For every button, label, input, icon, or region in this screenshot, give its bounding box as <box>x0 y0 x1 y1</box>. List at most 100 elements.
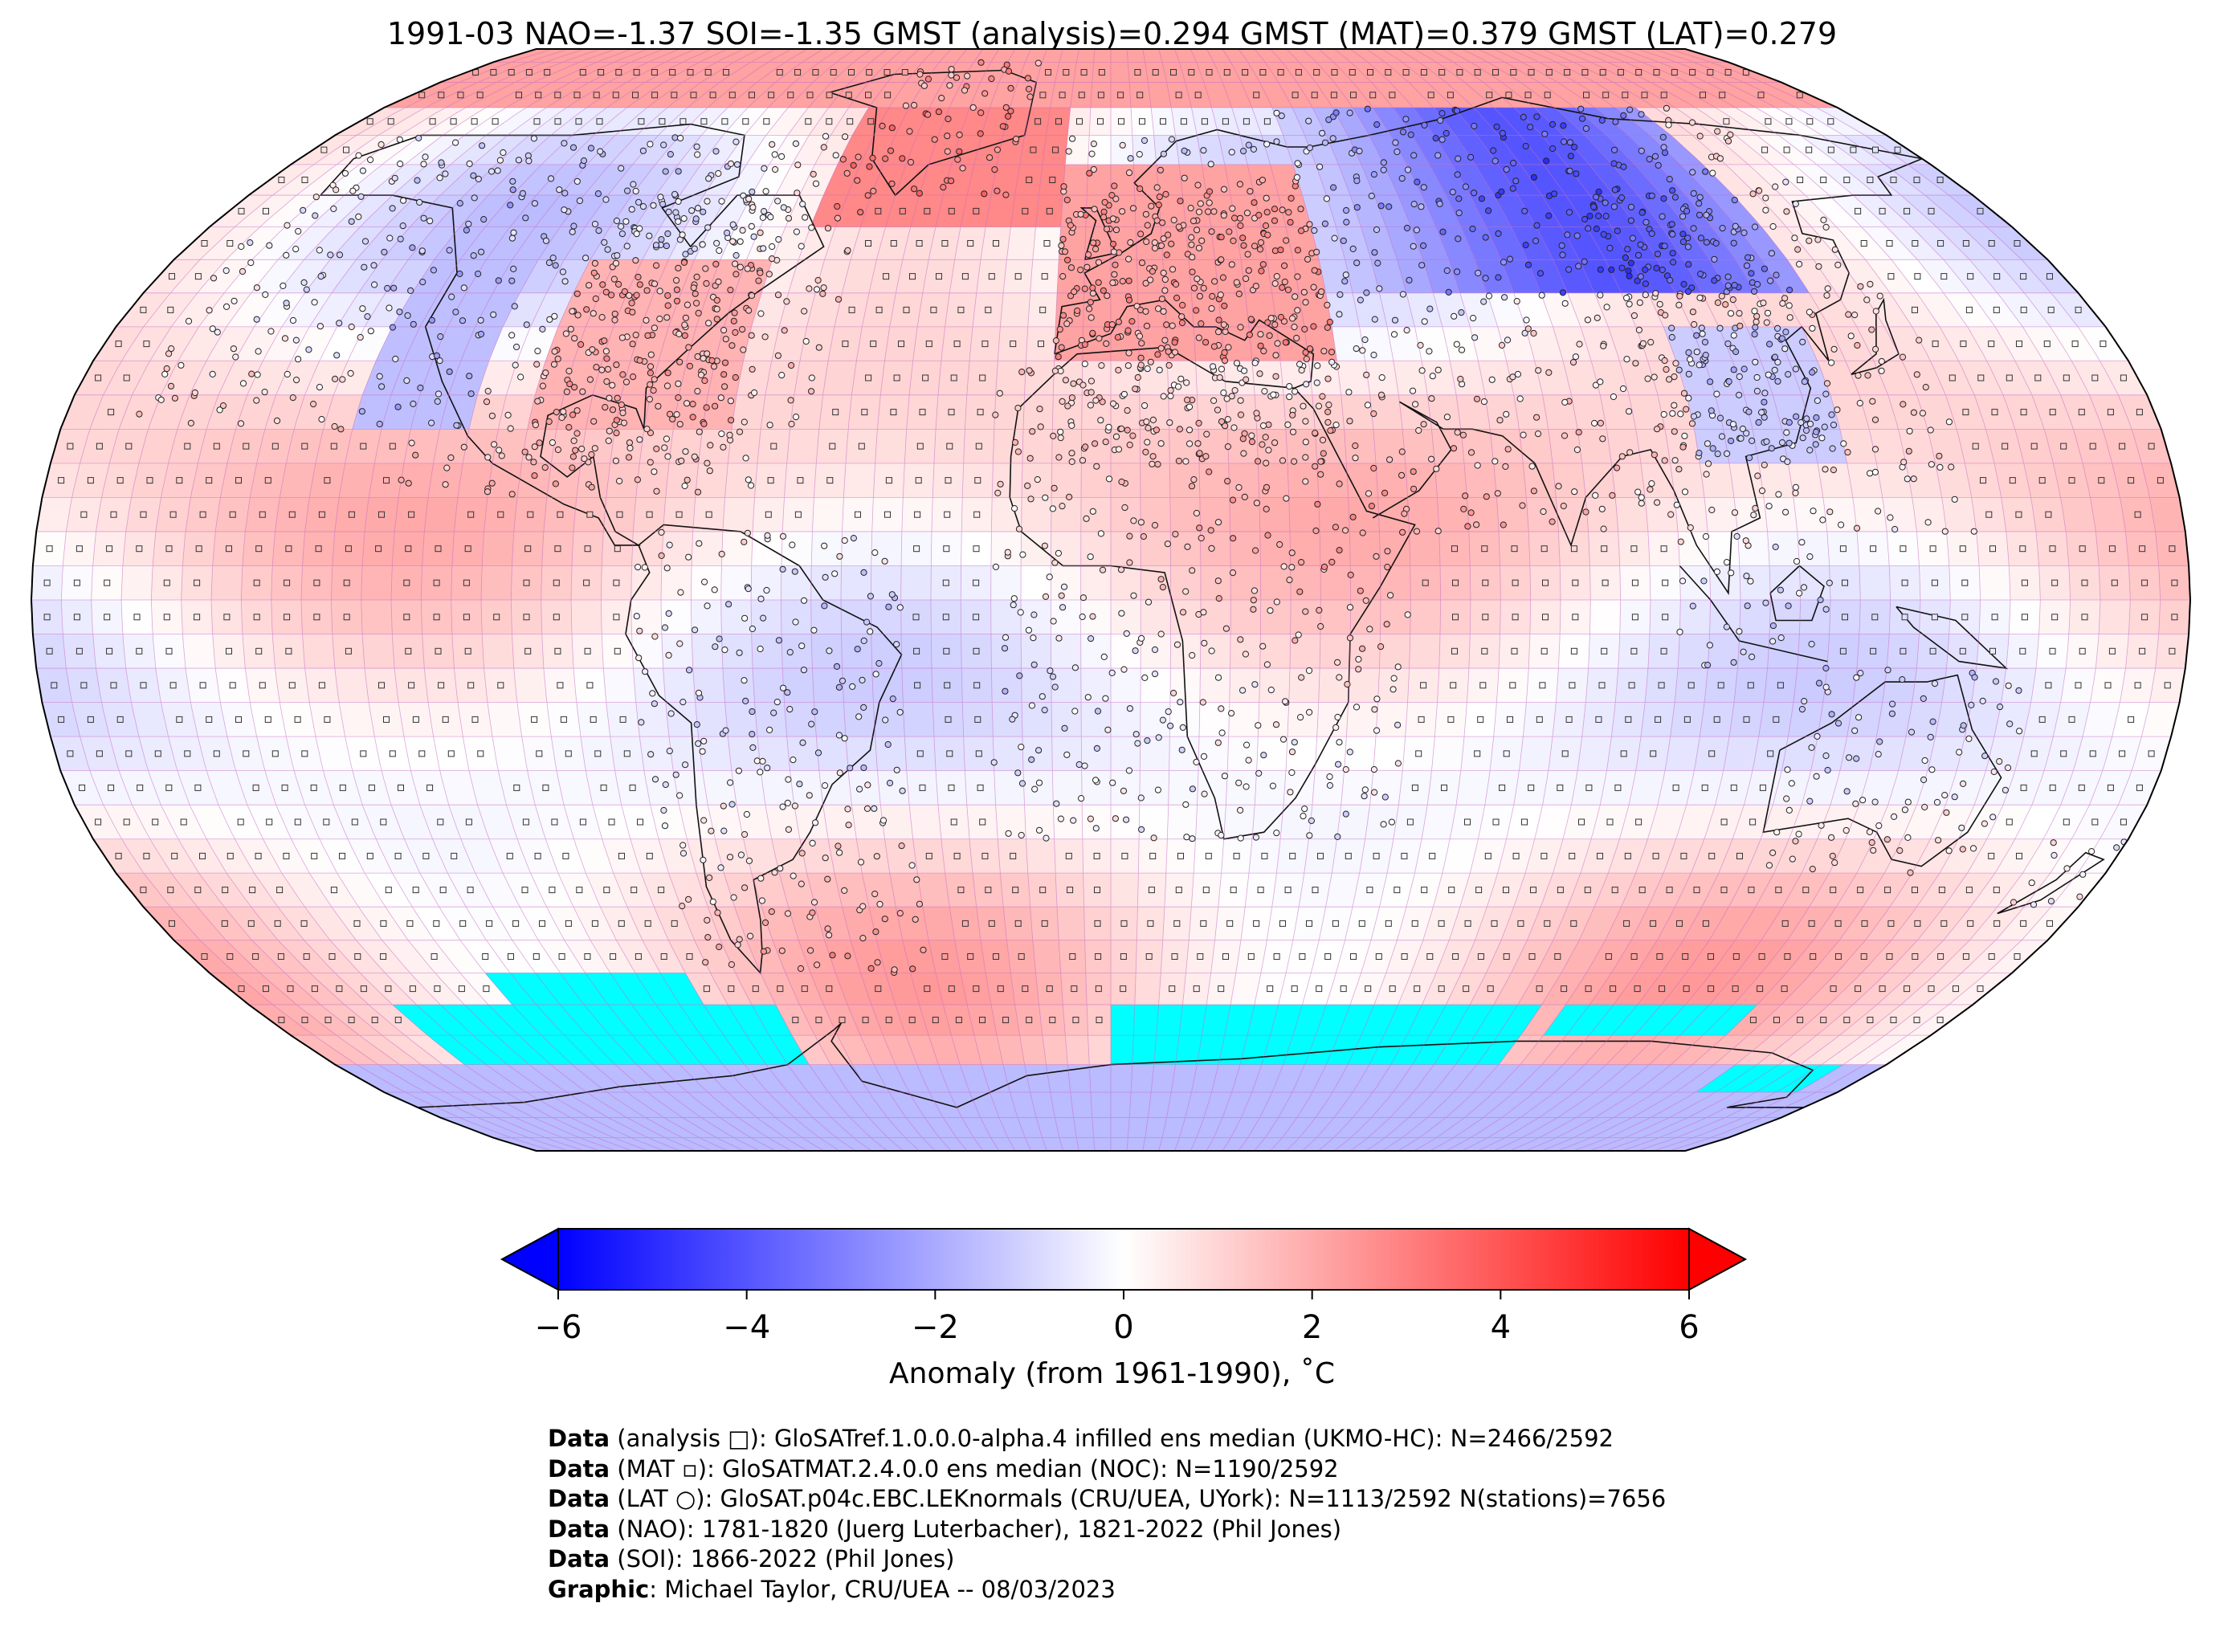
station-marker <box>2016 728 2023 735</box>
grid-marker <box>1557 784 1564 791</box>
station-marker <box>560 408 567 415</box>
station-marker <box>1215 595 1222 602</box>
station-marker <box>1259 642 1267 650</box>
grid-marker <box>1536 716 1543 723</box>
station-marker <box>669 415 676 422</box>
grid-marker <box>1702 920 1709 927</box>
grid-marker <box>385 887 392 894</box>
grid-marker <box>912 614 920 621</box>
station-marker <box>1079 381 1087 389</box>
station-marker <box>605 437 612 445</box>
station-marker <box>1345 389 1353 396</box>
station-marker <box>1050 618 1057 625</box>
station-marker <box>1302 478 1309 485</box>
grid-cell <box>1228 702 1259 737</box>
station-marker <box>1189 785 1197 793</box>
station-marker <box>2088 848 2095 855</box>
grid-cell <box>1502 1092 1555 1118</box>
station-marker <box>1184 543 1191 550</box>
station-marker <box>760 614 767 622</box>
grid-marker <box>1452 579 1459 586</box>
station-marker <box>1218 729 1226 736</box>
station-marker <box>1239 435 1247 443</box>
grid-cell <box>1477 1035 1521 1065</box>
grid-cell <box>1052 770 1083 806</box>
grid-marker <box>2136 784 2143 791</box>
station-marker <box>879 817 888 824</box>
station-marker <box>1248 432 1255 439</box>
station-marker <box>1381 489 1389 497</box>
station-marker <box>1927 733 1934 741</box>
grid-marker <box>1659 985 1666 993</box>
grid-marker <box>2063 374 2070 381</box>
grid-cell <box>382 940 435 973</box>
station-marker <box>850 535 858 542</box>
station-marker <box>1822 752 1830 760</box>
grid-marker <box>1177 852 1184 859</box>
station-marker <box>603 378 610 385</box>
grid-marker <box>1736 852 1743 859</box>
station-marker <box>787 397 794 404</box>
grid-cell <box>922 907 955 940</box>
station-marker <box>1222 625 1230 632</box>
station-marker <box>1059 398 1066 405</box>
station-marker <box>1121 504 1128 512</box>
station-marker <box>1598 505 1606 512</box>
station-marker <box>1289 428 1297 435</box>
station-marker <box>488 412 496 419</box>
station-marker <box>1092 777 1100 784</box>
grid-marker <box>1662 614 1669 621</box>
station-marker <box>1253 500 1261 507</box>
grid-marker <box>80 511 88 518</box>
grid-marker <box>576 887 583 894</box>
grid-cell <box>1488 1117 1540 1138</box>
grid-marker <box>997 985 1004 993</box>
station-marker <box>763 586 770 594</box>
grid-marker <box>1830 887 1837 894</box>
station-marker <box>1041 542 1049 549</box>
grid-marker <box>1720 818 1728 826</box>
grid-cell <box>1111 164 1135 196</box>
grid-cell <box>856 838 890 874</box>
grid-marker <box>115 852 122 859</box>
grid-cell <box>716 1137 760 1151</box>
station-marker <box>392 355 399 363</box>
grid-cell <box>794 805 829 839</box>
grid-marker <box>353 920 361 927</box>
grid-cell <box>719 1117 768 1138</box>
station-marker <box>1634 488 1642 496</box>
station-marker <box>1346 748 1353 756</box>
grid-marker <box>1540 852 1548 859</box>
station-marker <box>826 932 833 939</box>
station-marker <box>1154 786 1162 793</box>
station-marker <box>1704 440 1712 447</box>
grid-marker <box>58 477 65 484</box>
grid-cell <box>1723 736 1759 771</box>
station-marker <box>1632 360 1639 367</box>
station-marker <box>1626 449 1634 456</box>
station-marker <box>1761 398 1768 406</box>
grid-cell <box>357 1064 425 1092</box>
grid-cell <box>545 1137 601 1151</box>
grid-cell <box>956 1137 983 1151</box>
grid-cell <box>1696 1064 1757 1092</box>
grid-cell <box>507 1064 566 1092</box>
grid-cell <box>1065 1035 1090 1065</box>
grid-cell <box>630 600 662 634</box>
station-marker <box>1755 418 1762 426</box>
station-marker <box>1102 438 1109 446</box>
grid-cell <box>1483 1092 1535 1118</box>
station-marker <box>743 810 751 818</box>
station-marker <box>1599 435 1606 443</box>
grid-marker <box>1748 887 1755 894</box>
grid-marker <box>658 887 665 894</box>
grid-cell <box>1985 736 2024 771</box>
station-marker <box>1075 761 1083 769</box>
grid-cell <box>2060 497 2096 532</box>
grid-cell <box>1171 1064 1198 1092</box>
grid-marker <box>1536 985 1543 993</box>
grid-marker <box>95 818 102 826</box>
station-marker <box>1353 345 1360 353</box>
station-marker <box>1188 483 1196 490</box>
grid-marker <box>294 716 301 723</box>
